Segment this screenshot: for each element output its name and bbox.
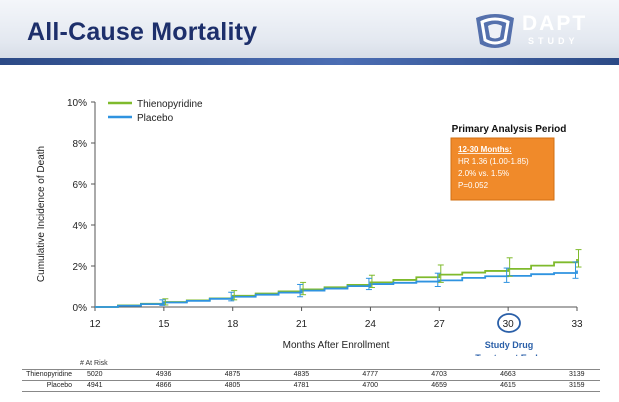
slide-header: [0, 0, 619, 60]
y-tick-label: 4%: [73, 221, 88, 232]
risk-row-placebo: Placebo 4941 4866 4805 4781 4700 4659 4615 3159: [22, 380, 600, 392]
dapt-logo-icon: [476, 14, 514, 48]
risk-cell: 4700: [362, 382, 378, 389]
risk-row-name: Placebo: [46, 382, 72, 389]
x-tick-label: 18: [227, 319, 239, 330]
risk-row-name: Thienopyridine: [26, 371, 72, 378]
error-bars: [159, 249, 582, 306]
x-axis-ticks: 12 15 18 21 24 27 30 33: [89, 307, 583, 330]
risk-cell: 3139: [569, 371, 585, 378]
risk-cell: 4781: [293, 382, 310, 389]
series-lines: [95, 259, 578, 308]
risk-cell: 4835: [293, 371, 310, 378]
risk-cell: 4941: [87, 382, 103, 389]
mortality-chart: 0% 2% 4% 6% 8% 10% 12 15 18 21 24 27 30 33 Cumulativ…: [36, 98, 583, 356]
risk-cell: 4875: [224, 371, 241, 378]
annotation-line-1: 12-30 Months:: [458, 145, 512, 154]
highlight-note-line-2: Treatment Ends: [475, 353, 543, 356]
logo-subtext: STUDY: [528, 36, 579, 46]
annotation-line-3: 2.0% vs. 1.5%: [458, 169, 509, 178]
x-tick-label: 15: [158, 319, 170, 330]
legend-label-thienopyridine: Thienopyridine: [137, 99, 203, 110]
y-axis-ticks: 0% 2% 4% 6% 8% 10%: [67, 98, 95, 314]
risk-cell: 4659: [431, 382, 447, 389]
y-tick-label: 6%: [73, 180, 88, 191]
annotation-line-2: HR 1.36 (1.00-1.85): [458, 157, 529, 166]
risk-cell: 4936: [155, 371, 172, 378]
x-tick-label: 21: [296, 319, 308, 330]
y-tick-label: 0%: [73, 303, 88, 314]
y-tick-label: 10%: [67, 98, 87, 109]
x-tick-label: 30: [503, 319, 515, 330]
x-tick-label: 33: [571, 319, 583, 330]
series-line-thienopyridine: [95, 259, 578, 308]
risk-cell: 5020: [87, 371, 103, 378]
risk-cell: 3159: [569, 382, 585, 389]
legend-label-placebo: Placebo: [137, 113, 174, 124]
y-tick-label: 2%: [73, 262, 88, 273]
annotation-title: Primary Analysis Period: [452, 124, 567, 135]
risk-cell: 4866: [155, 382, 172, 389]
x-tick-label: 27: [434, 319, 446, 330]
risk-cell: 4615: [500, 382, 516, 389]
annotation-line-4: P=0.052: [458, 181, 489, 190]
highlight-circle: [497, 313, 521, 333]
risk-table: Thienopyridine 5020 4936 4875 4835 4777 4703 4…: [22, 369, 600, 392]
risk-cell: 4805: [224, 382, 241, 389]
chart-axes: [94, 102, 577, 308]
x-axis-label: Months After Enrollment: [283, 340, 390, 351]
y-axis-label: Cumulative Incidence of Death: [36, 146, 47, 282]
header-rule: [0, 58, 619, 65]
x-tick-label: 24: [365, 319, 377, 330]
risk-cell: 4703: [431, 371, 447, 378]
x-tick-label: 12: [89, 319, 101, 330]
risk-table-label: # At Risk: [80, 360, 108, 367]
highlight-note-line-1: Study Drug: [485, 340, 534, 350]
logo-text: DAPT: [522, 12, 588, 35]
risk-row-thienopyridine: Thienopyridine 5020 4936 4875 4835 4777 4703 4…: [22, 369, 600, 380]
slide-title: All-Cause Mortality: [27, 18, 258, 46]
risk-cell: 4777: [362, 371, 378, 378]
risk-cell: 4663: [500, 371, 516, 378]
y-tick-label: 8%: [73, 139, 88, 150]
annotation-box: [450, 137, 555, 201]
